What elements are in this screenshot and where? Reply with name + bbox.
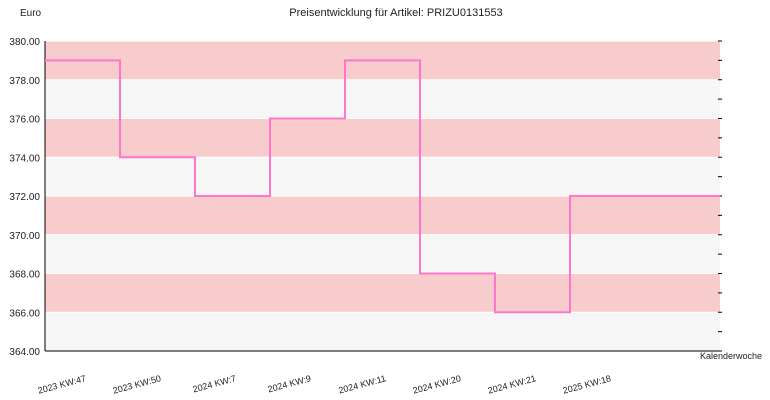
x-tick-label: 2024 KW:9	[267, 373, 312, 394]
y-tick-label: 370.00	[9, 231, 40, 242]
y-tick-label: 376.00	[9, 115, 40, 126]
y-tick-label: 380.00	[9, 37, 40, 48]
band-5	[45, 118, 720, 158]
y-axis-label: Euro	[20, 8, 42, 19]
band-1	[45, 273, 720, 313]
y-tick-label: 364.00	[9, 347, 40, 358]
x-tick-label: 2023 KW:47	[37, 373, 87, 395]
price-series	[45, 59, 720, 314]
y-tick-label: 368.00	[9, 270, 40, 281]
y-axis-ticks: 364.00 366.00 368.00 370.00 372.00 374.00 376.…	[9, 37, 40, 358]
band-3	[45, 196, 720, 235]
band-6	[45, 79, 720, 119]
price-step-line	[45, 59, 720, 314]
band-4	[45, 157, 720, 196]
x-tick-label: 2024 KW:20	[412, 373, 462, 395]
x-tick-label: 2025 KW:18	[562, 373, 612, 395]
x-axis-ticks: 2023 KW:47 2023 KW:50 2024 KW:7 2024 KW:9 20…	[37, 373, 612, 395]
x-tick-label: 2024 KW:11	[337, 373, 387, 395]
band-0	[45, 312, 720, 351]
y-tick-label: 372.00	[9, 192, 40, 203]
background-bands	[45, 41, 720, 351]
x-tick-label: 2024 KW:21	[487, 373, 537, 395]
y-tick-label: 366.00	[9, 308, 40, 319]
axes	[44, 40, 722, 352]
y-tick-label: 378.00	[9, 76, 40, 87]
x-axis-label: Kalenderwoche	[700, 351, 762, 361]
x-tick-label: 2023 KW:50	[112, 373, 162, 395]
x-tick-label: 2024 KW:7	[192, 373, 237, 394]
chart-title: Preisentwicklung für Artikel: PRIZU01315…	[289, 7, 502, 19]
y-tick-label: 374.00	[9, 153, 40, 164]
band-2	[45, 234, 720, 274]
